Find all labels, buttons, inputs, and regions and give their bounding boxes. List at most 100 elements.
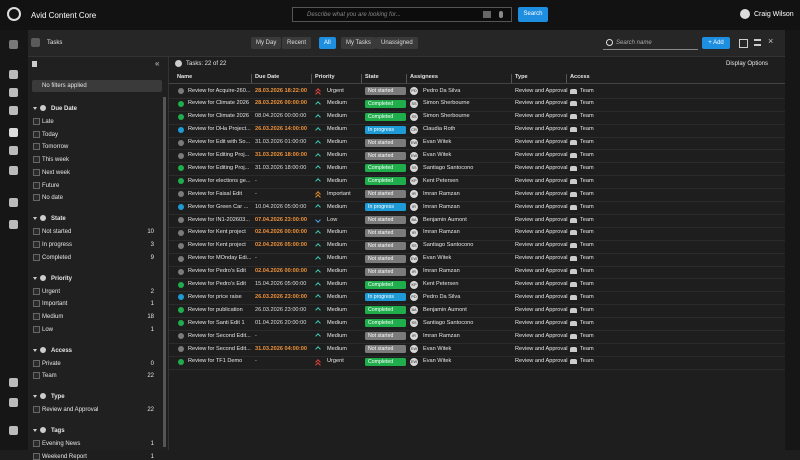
task-name[interactable]: Review for MOnday Edi... bbox=[188, 255, 252, 262]
tab[interactable]: My Day bbox=[251, 37, 282, 49]
nav-icon[interactable] bbox=[9, 220, 18, 229]
nav-icon[interactable] bbox=[9, 40, 18, 49]
group-caret[interactable] bbox=[33, 429, 37, 433]
tab[interactable]: Recent bbox=[282, 37, 312, 49]
filter-label[interactable]: Urgent bbox=[42, 288, 61, 295]
task-row[interactable]: Review for Climate 2026 08.04.2026 00:00:… bbox=[169, 111, 785, 125]
scrollbar[interactable] bbox=[163, 97, 166, 447]
layout-icon[interactable] bbox=[739, 39, 748, 48]
filter-checkbox[interactable] bbox=[33, 130, 40, 138]
add-button[interactable]: + Add bbox=[702, 37, 730, 49]
nav-icon[interactable] bbox=[9, 88, 18, 97]
filter-checkbox[interactable] bbox=[33, 240, 40, 248]
mic-icon[interactable] bbox=[499, 11, 503, 18]
task-row[interactable]: Review for Editing Proj... 31.03.2026 18:… bbox=[169, 162, 785, 177]
column-header[interactable]: Assignees bbox=[410, 74, 438, 80]
task-row[interactable]: Review for elections ge... - Medium Complet… bbox=[169, 175, 785, 190]
task-name[interactable]: Review for publication bbox=[188, 306, 243, 313]
task-row[interactable]: Review for Santi Edit 1 01.04.2026 20:00:… bbox=[169, 317, 785, 332]
column-header[interactable]: Type bbox=[515, 74, 528, 80]
task-name[interactable]: Review for Pedro's Edit bbox=[188, 268, 246, 275]
group-caret[interactable] bbox=[33, 395, 37, 399]
name-search[interactable]: Search name bbox=[603, 37, 698, 50]
filter-label[interactable]: Important bbox=[42, 301, 68, 308]
list-icon[interactable] bbox=[754, 39, 761, 46]
nav-icon[interactable] bbox=[9, 146, 18, 155]
task-row[interactable]: Review for Second Edit... - Medium Not star… bbox=[169, 330, 785, 344]
filter-label[interactable]: Medium bbox=[42, 314, 64, 320]
task-name[interactable]: Review for Kent project bbox=[188, 229, 246, 236]
search-button[interactable]: Search bbox=[518, 7, 548, 22]
user-avatar[interactable] bbox=[740, 9, 750, 19]
task-row[interactable]: Review for Kent project 02.04.2026 05:00:… bbox=[169, 240, 785, 254]
search-input[interactable]: Describe what you are looking for... bbox=[292, 7, 512, 22]
task-row[interactable]: Review for IN1-202603... 07.04.2026 23:00… bbox=[169, 214, 785, 228]
task-name[interactable]: Review for Kent project bbox=[188, 242, 246, 249]
filter-label[interactable]: Private bbox=[42, 360, 61, 367]
column-divider[interactable] bbox=[406, 74, 407, 83]
filter-label[interactable]: In progress bbox=[42, 241, 73, 248]
task-name[interactable]: Review for Climate 2026 bbox=[188, 100, 249, 107]
image-search-icon[interactable] bbox=[483, 11, 491, 18]
filter-label[interactable]: Weekend Report bbox=[42, 454, 87, 460]
filter-label[interactable]: Low bbox=[42, 326, 54, 333]
filter-label[interactable]: Not started bbox=[42, 229, 72, 236]
task-row[interactable]: Review for Climate 2026 28.03.2026 00:00:… bbox=[169, 98, 785, 112]
filter-checkbox[interactable] bbox=[33, 253, 40, 261]
task-row[interactable]: Review for MOnday Edi... - Medium Not start… bbox=[169, 253, 785, 267]
column-header[interactable]: Priority bbox=[315, 74, 335, 80]
task-row[interactable]: Review for Editing Proj... 31.03.2026 18:… bbox=[169, 150, 785, 164]
nav-icon[interactable] bbox=[9, 378, 18, 387]
task-row[interactable]: Review for Second Edit... 31.03.2026 04:0… bbox=[169, 343, 785, 357]
display-options[interactable]: Display Options bbox=[726, 61, 769, 67]
column-divider[interactable] bbox=[251, 74, 252, 83]
task-name[interactable]: Review for price raise bbox=[188, 293, 242, 300]
task-name[interactable]: Review for TF1 Demo bbox=[188, 358, 243, 365]
tab[interactable]: My Tasks bbox=[341, 37, 376, 49]
filter-label[interactable]: Evening News bbox=[42, 441, 81, 448]
task-name[interactable]: Review for IN1-202603... bbox=[188, 216, 250, 223]
filter-checkbox[interactable] bbox=[33, 143, 40, 151]
task-name[interactable]: Review for Climate 2026 bbox=[188, 113, 249, 120]
task-row[interactable]: Review for DHa Project... 26.03.2026 14:0… bbox=[169, 124, 785, 138]
task-row[interactable]: Review for publication 26.03.2026 23:00:0… bbox=[169, 304, 785, 319]
filter-checkbox[interactable] bbox=[33, 313, 40, 320]
task-name[interactable]: Review for Second Edit... bbox=[188, 332, 251, 339]
filter-checkbox[interactable] bbox=[33, 359, 40, 367]
task-row[interactable]: Review for Pedro's Edit 02.04.2026 00:00:… bbox=[169, 266, 785, 280]
filter-label[interactable]: Completed bbox=[42, 254, 72, 261]
filter-checkbox[interactable] bbox=[33, 194, 40, 202]
nav-icon[interactable] bbox=[9, 70, 18, 79]
filter-checkbox[interactable] bbox=[33, 453, 40, 460]
filter-label[interactable]: Today bbox=[42, 131, 59, 138]
group-caret[interactable] bbox=[33, 276, 37, 280]
filter-label[interactable]: Review and Approval bbox=[42, 407, 99, 414]
column-divider[interactable] bbox=[361, 74, 362, 83]
task-name[interactable]: Review for DHa Project... bbox=[188, 126, 251, 133]
column-header[interactable]: State bbox=[365, 74, 379, 80]
filter-icon[interactable] bbox=[32, 61, 37, 67]
task-row[interactable]: Review for Faisal Edit - Important Not star… bbox=[169, 188, 785, 203]
nav-icon[interactable] bbox=[9, 198, 18, 207]
nav-icon[interactable] bbox=[9, 426, 18, 435]
filter-checkbox[interactable] bbox=[33, 372, 40, 380]
filter-checkbox[interactable] bbox=[33, 181, 40, 189]
filter-checkbox[interactable] bbox=[33, 228, 40, 236]
task-name[interactable]: Review for Green Car ... bbox=[188, 203, 249, 210]
tab[interactable]: Unassigned bbox=[376, 37, 418, 49]
column-header[interactable]: Due Date bbox=[255, 74, 280, 80]
task-name[interactable]: Review for Faisal Edit bbox=[188, 190, 243, 197]
task-name[interactable]: Review for Second Edit... bbox=[188, 345, 251, 352]
filter-checkbox[interactable] bbox=[33, 300, 40, 308]
task-name[interactable]: Review for Pedro's Edit bbox=[188, 281, 246, 287]
task-row[interactable]: Review for Edit with So... 31.03.2026 01:… bbox=[169, 137, 785, 151]
column-header[interactable]: Access bbox=[570, 74, 590, 80]
column-header[interactable]: Name bbox=[177, 74, 193, 80]
nav-icon[interactable] bbox=[9, 128, 18, 137]
close-icon[interactable]: × bbox=[768, 36, 774, 46]
column-divider[interactable] bbox=[511, 74, 512, 83]
task-row[interactable]: Review for Green Car ... 10.04.2026 05:00… bbox=[169, 201, 785, 215]
filter-checkbox[interactable] bbox=[33, 406, 40, 414]
collapse-icon[interactable]: « bbox=[155, 59, 160, 68]
task-name[interactable]: Review for Editing Proj... bbox=[188, 152, 250, 158]
